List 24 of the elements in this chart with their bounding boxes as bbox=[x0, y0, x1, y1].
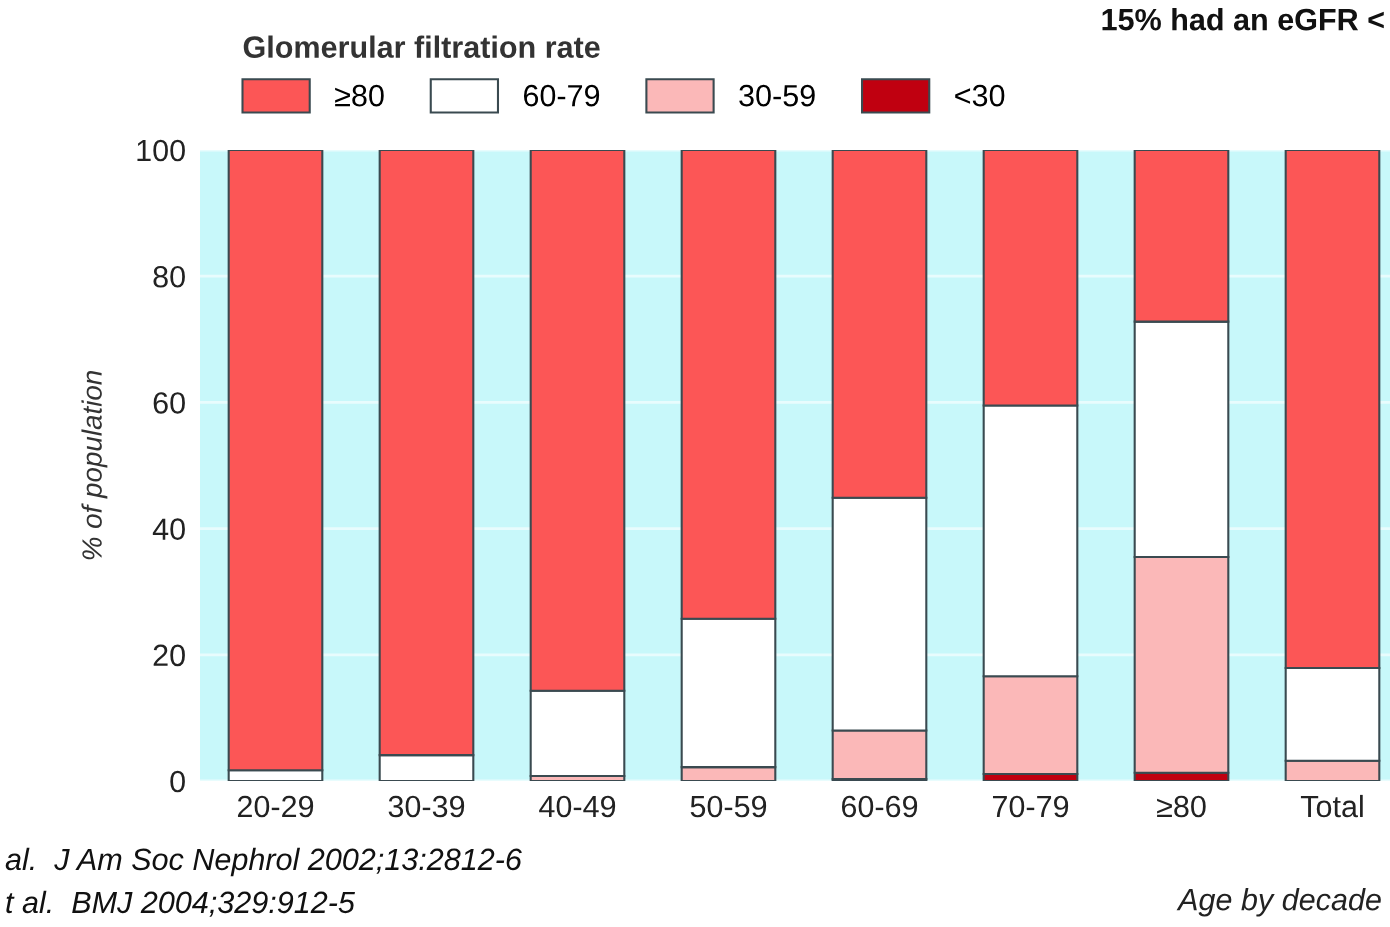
y-tick-label: 60 bbox=[153, 392, 185, 414]
x-tick-label: 70-79 bbox=[993, 795, 1069, 818]
x-tick-label: 20-29 bbox=[237, 795, 314, 818]
legend-label: <30 bbox=[955, 84, 1005, 107]
legend-label: 30-59 bbox=[739, 84, 815, 107]
x-tick-label: 40-49 bbox=[539, 795, 616, 818]
y-axis-title: % of population bbox=[81, 371, 108, 560]
y-tick-label: 0 bbox=[170, 770, 185, 793]
x-tick-label: Total bbox=[1300, 794, 1363, 818]
y-tick-label: 40 bbox=[152, 518, 185, 540]
y-tick-label: 20 bbox=[153, 644, 185, 667]
x-tick-label: ≥80 bbox=[1157, 795, 1206, 818]
y-tick-label: 80 bbox=[153, 265, 185, 288]
y-tick-label: 100 bbox=[137, 139, 185, 162]
x-axis-title: Age by decade bbox=[1176, 888, 1381, 917]
text: al. J Am Soc Nephrol 2002;13:2812-6 bbox=[5, 847, 522, 877]
x-tick-label: 60-69 bbox=[841, 795, 918, 818]
legend-title: Glomerular filtration rate bbox=[243, 35, 600, 58]
text: 15% had an eGFR < bbox=[1102, 8, 1384, 31]
text: t al. BMJ 2004;329:912-5 bbox=[6, 890, 355, 917]
legend-label: ≥80 bbox=[335, 84, 384, 107]
legend-label: 60-79 bbox=[523, 84, 600, 107]
x-tick-label: 50-59 bbox=[690, 795, 767, 818]
x-tick-label: 30-39 bbox=[388, 795, 465, 818]
